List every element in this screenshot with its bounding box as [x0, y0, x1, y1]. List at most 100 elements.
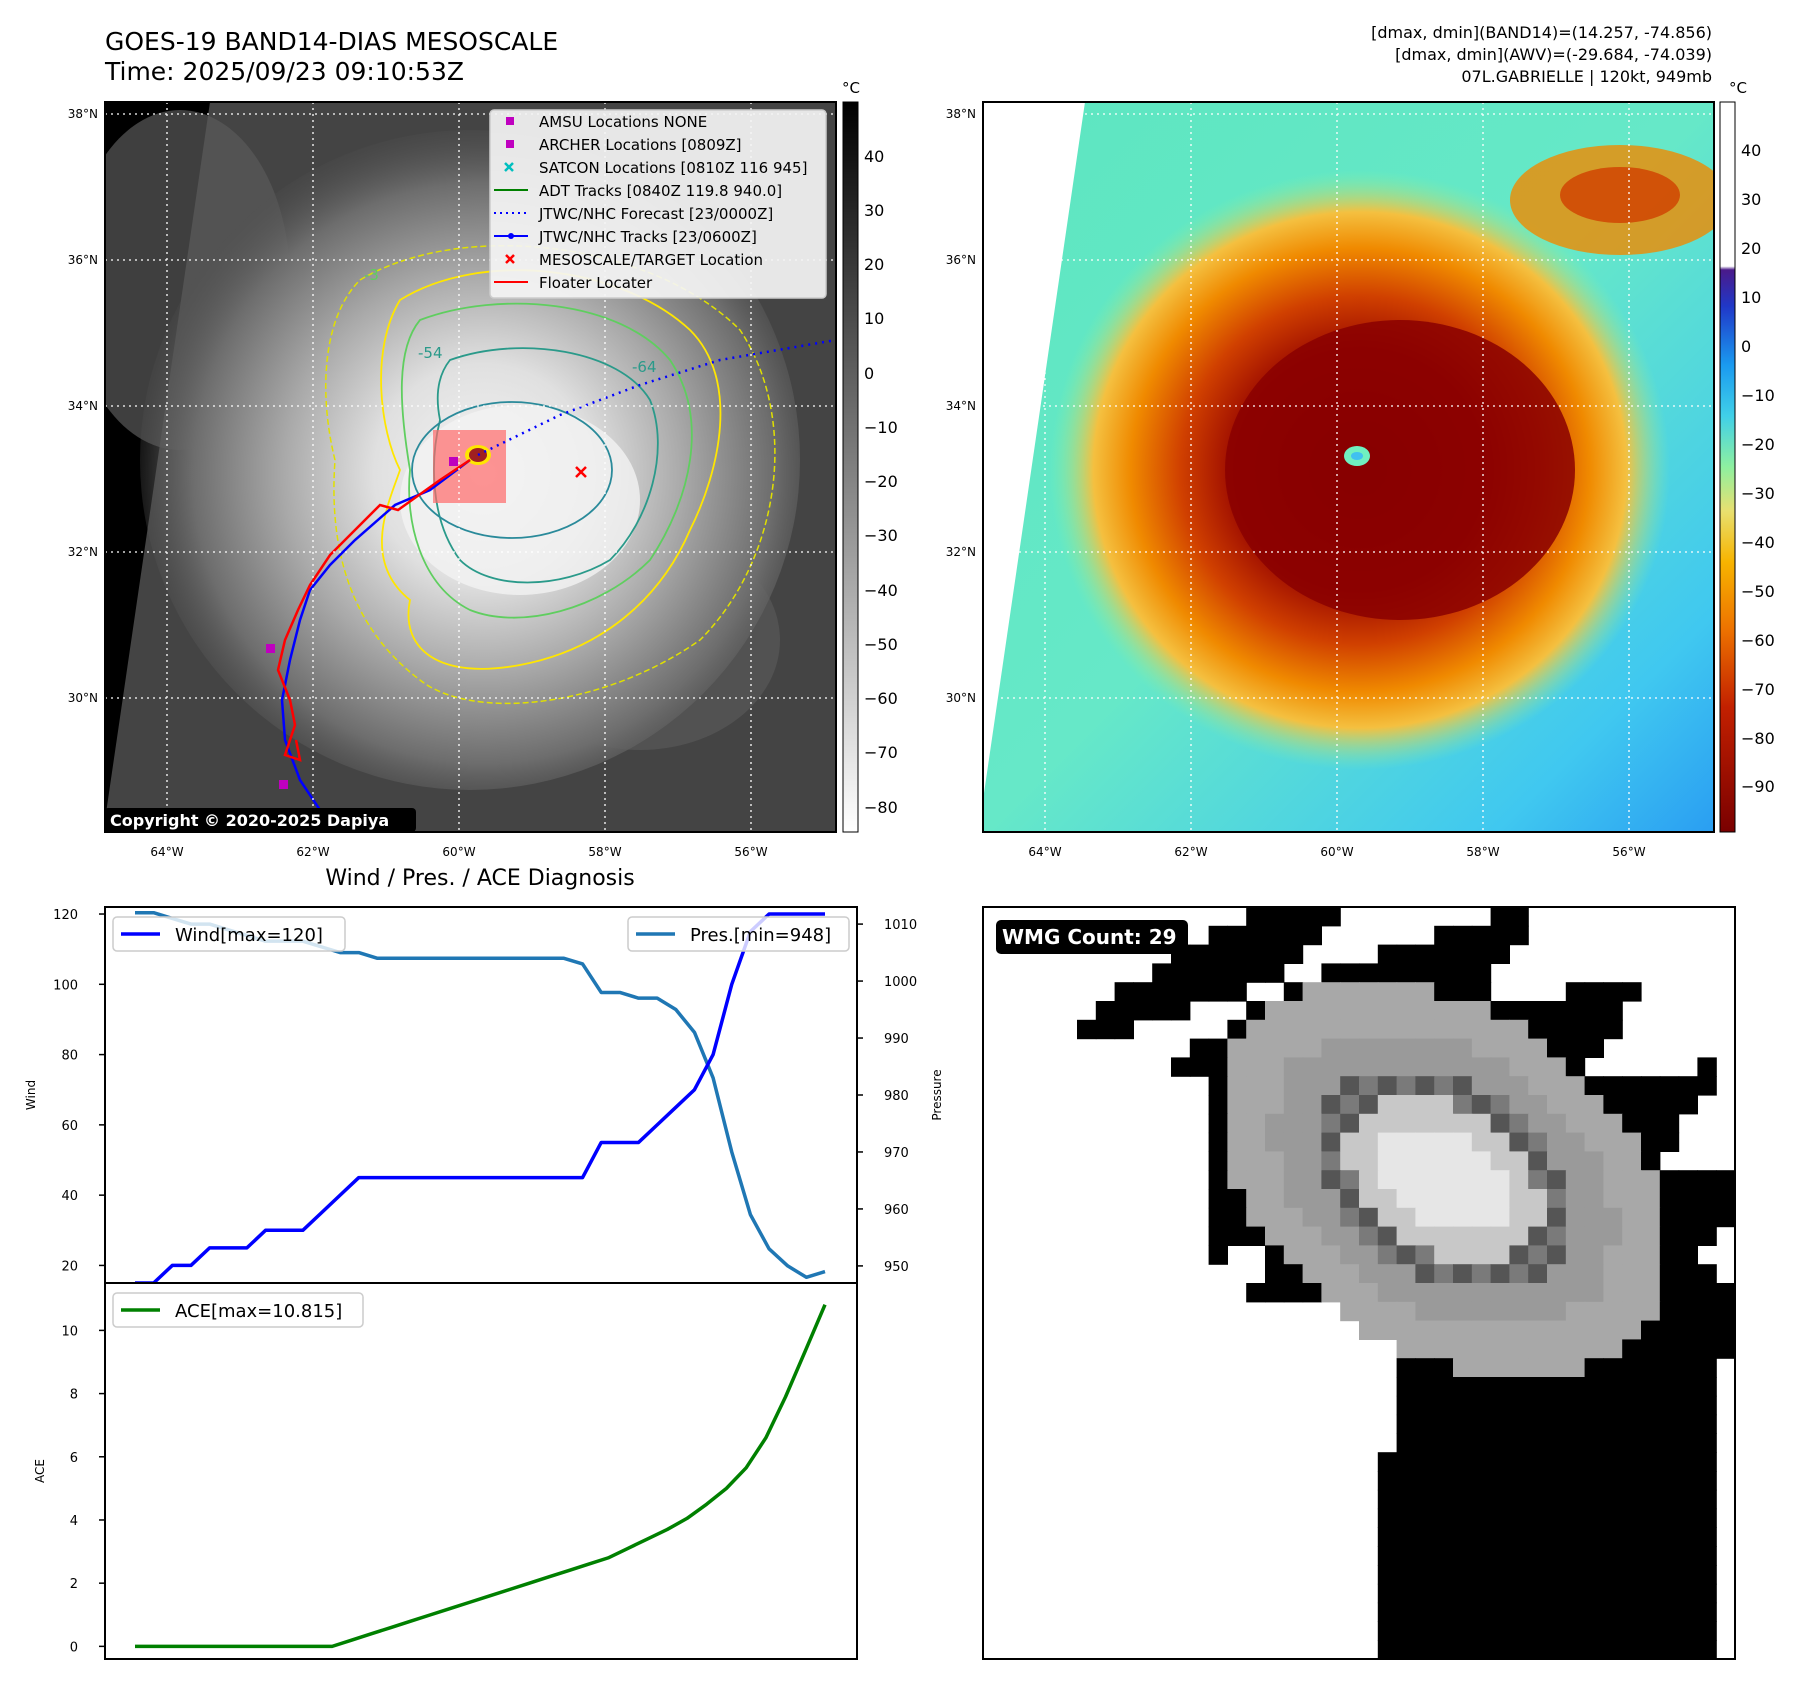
wmg-cell [1302, 925, 1322, 946]
svg-text:0: 0 [864, 364, 874, 383]
wmg-cell [1565, 1508, 1586, 1528]
wmg-cell [1283, 1113, 1304, 1134]
wmg-cell [1490, 1264, 1510, 1284]
wmg-cell [1641, 1377, 1661, 1397]
wmg-cell [1509, 1095, 1529, 1115]
wmg-cell [1509, 1621, 1529, 1641]
wmg-cell [1509, 1414, 1529, 1434]
wmg-cell [1659, 1076, 1680, 1096]
wmg-cell [1415, 1377, 1435, 1397]
wmg-cell [1321, 1095, 1341, 1115]
wmg-cell [1659, 1546, 1680, 1566]
wmg-cell [1622, 1602, 1642, 1622]
wmg-cell [1415, 1189, 1435, 1209]
wmg-cell [1678, 1264, 1698, 1284]
wmg-cell [1603, 1076, 1623, 1096]
svg-text:10: 10 [864, 309, 884, 328]
wmg-cell [1434, 1621, 1454, 1641]
wmg-cell [1415, 1414, 1435, 1434]
wmg-cell [1547, 1565, 1567, 1585]
wmg-cell [1490, 1583, 1510, 1604]
wmg-cell [1246, 1076, 1266, 1096]
wmg-cell [1547, 1264, 1567, 1284]
wmg-cell [1377, 982, 1398, 1002]
wmg-cell [1641, 1283, 1661, 1303]
wmg-cell [1359, 1076, 1379, 1096]
wmg-cell [1359, 1019, 1379, 1040]
wmg-cell [1641, 1583, 1661, 1604]
wmg-cell [1453, 1339, 1473, 1359]
contour-yellow [380, 269, 722, 670]
wmg-cell [1528, 1320, 1548, 1340]
wmg-cell [1490, 1057, 1510, 1077]
wmg-cell [1321, 1057, 1341, 1077]
wmg-cell [1321, 1001, 1341, 1021]
wmg-cell [1678, 1527, 1698, 1547]
wmg-cell [1453, 1113, 1473, 1134]
wmg-cell [1565, 1038, 1586, 1058]
wmg-cell [1697, 1320, 1717, 1340]
svg-text:−50: −50 [1741, 582, 1775, 601]
map-frame [104, 101, 837, 833]
wmg-cell [1490, 1113, 1510, 1134]
wmg-cell [1265, 1151, 1285, 1171]
wmg-cell [1641, 1621, 1661, 1641]
wmg-cell [1659, 1320, 1680, 1340]
wmg-cell [1208, 1057, 1228, 1077]
wmg-cell [1678, 1320, 1698, 1340]
wmg-cell [1565, 1395, 1586, 1416]
wmg-cell [1490, 1207, 1510, 1228]
wmg-cell [1565, 1057, 1586, 1077]
wmg-cell [1528, 1546, 1548, 1566]
grayscale-colorbar [842, 101, 859, 833]
wind-series-line [135, 912, 825, 1285]
wmg-cell [1359, 1095, 1379, 1115]
wmg-cell [1453, 1489, 1473, 1510]
wmg-cell [1603, 1301, 1623, 1322]
wmg-cell [1415, 1452, 1435, 1472]
wmg-cell [1603, 1170, 1623, 1190]
wmg-cell [1340, 1264, 1360, 1284]
wmg-count-label: WMG Count: 29 [1002, 925, 1177, 949]
wmg-cell [1453, 1132, 1473, 1152]
svg-text:−40: −40 [1741, 533, 1775, 552]
wmg-cell [1490, 1377, 1510, 1397]
wmg-cell [1584, 1395, 1604, 1416]
wmg-cell [1434, 1414, 1454, 1434]
storm-info: 07L.GABRIELLE | 120kt, 949mb [1461, 67, 1712, 86]
wmg-cell [1171, 1057, 1191, 1077]
wmg-cell [1641, 1471, 1661, 1491]
wmg-cell [1471, 1565, 1492, 1585]
wmg-cell [1415, 982, 1435, 1002]
wmg-cell [1697, 1452, 1717, 1472]
wmg-cell [1509, 1489, 1529, 1510]
wmg-cell [1359, 1170, 1379, 1190]
contour-teal [433, 347, 659, 584]
wmg-cell [1265, 1283, 1285, 1303]
wmg-cell [1603, 1226, 1623, 1246]
wmg-cell [1697, 1339, 1717, 1359]
wmg-cell [1678, 1339, 1698, 1359]
wmg-cell [1490, 1132, 1510, 1152]
wmg-cell [1246, 925, 1266, 946]
wmg-cell [1396, 1113, 1416, 1134]
wmg-cell [1603, 1264, 1623, 1284]
svg-text:56°W: 56°W [734, 845, 767, 859]
wmg-cell [1565, 1414, 1586, 1434]
wmg-cell [1565, 1170, 1586, 1190]
wmg-cell [1603, 1489, 1623, 1510]
wmg-cell [1697, 1489, 1717, 1510]
wmg-cell [1283, 1057, 1304, 1077]
svg-text:64°W: 64°W [150, 845, 183, 859]
wmg-cell [1528, 1301, 1548, 1322]
wmg-cell [1565, 1226, 1586, 1246]
wmg-cell [1415, 1113, 1435, 1134]
wmg-cell [1302, 1132, 1322, 1152]
wmg-cell [1434, 1583, 1454, 1604]
wmg-cell [1227, 1113, 1247, 1134]
wmg-cell [1453, 1189, 1473, 1209]
wmg-cell [1490, 944, 1510, 964]
wmg-cell [1678, 1377, 1698, 1397]
wmg-cell [1321, 1245, 1341, 1265]
wmg-cell [1471, 1132, 1492, 1152]
